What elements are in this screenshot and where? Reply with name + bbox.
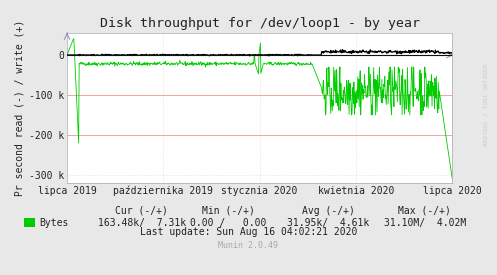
Title: Disk throughput for /dev/loop1 - by year: Disk throughput for /dev/loop1 - by year (100, 17, 419, 31)
Text: Bytes: Bytes (39, 218, 69, 228)
Text: 31.10M/  4.02M: 31.10M/ 4.02M (384, 218, 466, 228)
Text: 163.48k/  7.31k: 163.48k/ 7.31k (97, 218, 186, 228)
Text: Last update: Sun Aug 16 04:02:21 2020: Last update: Sun Aug 16 04:02:21 2020 (140, 227, 357, 237)
Text: Max (-/+): Max (-/+) (399, 206, 451, 216)
Text: Cur (-/+): Cur (-/+) (115, 206, 168, 216)
Text: Min (-/+): Min (-/+) (202, 206, 255, 216)
Text: 31.95k/  4.61k: 31.95k/ 4.61k (287, 218, 369, 228)
Text: RRDTOOL / TOBI OETIKER: RRDTOOL / TOBI OETIKER (483, 63, 488, 146)
Text: Munin 2.0.49: Munin 2.0.49 (219, 241, 278, 250)
Y-axis label: Pr second read (-) / write (+): Pr second read (-) / write (+) (15, 20, 25, 196)
Text: Avg (-/+): Avg (-/+) (302, 206, 354, 216)
Text: 0.00 /   0.00: 0.00 / 0.00 (190, 218, 267, 228)
